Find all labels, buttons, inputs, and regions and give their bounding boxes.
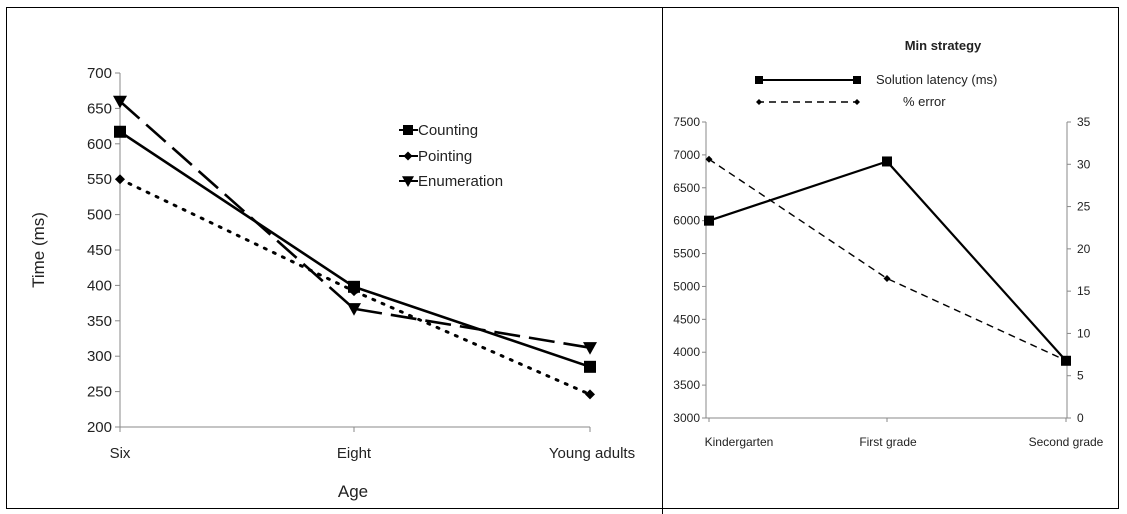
right-y-tick-label: 6500: [673, 181, 700, 195]
left-data-point-counting: [584, 360, 596, 373]
panel-divider: [662, 7, 663, 514]
right-y2-tick-label: 10: [1077, 326, 1091, 340]
right-y2-tick-label: 30: [1077, 157, 1091, 171]
right-y-tick-label: 5000: [673, 279, 700, 293]
right-data-point-error: [1062, 356, 1070, 364]
right-y-tick-label: 4000: [673, 345, 700, 359]
left-y-axis-title: Time (ms): [29, 212, 48, 288]
right-y2-tick-label: 35: [1077, 115, 1091, 129]
left-data-point-pointing: [115, 174, 125, 185]
left-y-tick-label: 200: [87, 419, 112, 436]
left-x-tick-label: Six: [110, 445, 131, 462]
right-x-tick-label: First grade: [859, 435, 917, 449]
right-data-point-latency: [704, 215, 714, 226]
right-y2-tick-label: 15: [1077, 284, 1091, 298]
left-legend-marker: [403, 151, 413, 161]
left-x-axis-title: Age: [338, 482, 368, 501]
left-y-tick-label: 650: [87, 100, 112, 117]
left-legend-label: Pointing: [418, 148, 472, 165]
left-y-tick-label: 550: [87, 171, 112, 188]
right-legend-marker: [854, 99, 860, 105]
right-y-tick-label: 7000: [673, 148, 700, 162]
right-data-point-latency: [882, 156, 892, 167]
right-y-tick-label: 3500: [673, 378, 700, 392]
right-y-tick-label: 3000: [673, 411, 700, 425]
left-data-point-counting: [114, 125, 126, 138]
right-y-tick-label: 5500: [673, 247, 700, 261]
left-y-tick-label: 500: [87, 207, 112, 224]
left-y-tick-label: 250: [87, 384, 112, 401]
right-legend-label: Solution latency (ms): [876, 72, 997, 87]
left-x-tick-label: Eight: [337, 445, 372, 462]
left-series-line-enumeration: [119, 100, 591, 349]
left-y-tick-label: 300: [87, 348, 112, 365]
left-y-tick-label: 400: [87, 277, 112, 294]
left-legend-label: Enumeration: [418, 173, 503, 190]
right-y-tick-label: 7500: [673, 115, 700, 129]
right-y-tick-label: 4500: [673, 312, 700, 326]
left-data-point-enumeration: [113, 95, 127, 109]
right-y2-tick-label: 0: [1077, 411, 1084, 425]
right-y2-tick-label: 25: [1077, 200, 1091, 214]
right-chart-title: Min strategy: [905, 38, 982, 53]
left-legend-marker: [402, 176, 414, 187]
left-legend-label: Counting: [418, 122, 478, 139]
right-y2-tick-label: 20: [1077, 242, 1091, 256]
left-series-line-counting: [119, 130, 591, 369]
right-legend-marker: [853, 76, 861, 84]
left-data-point-enumeration: [583, 342, 597, 355]
right-data-point-error: [705, 155, 713, 163]
left-legend-marker: [403, 125, 413, 135]
left-y-tick-label: 450: [87, 242, 112, 259]
left-y-tick-label: 600: [87, 136, 112, 153]
left-data-point-enumeration: [347, 303, 361, 316]
right-data-point-error: [883, 274, 891, 282]
figure-frame: [6, 7, 1119, 509]
right-y-tick-label: 6000: [673, 214, 700, 228]
right-y2-tick-label: 5: [1077, 369, 1084, 383]
left-data-point-pointing: [349, 286, 359, 297]
right-legend-marker: [756, 99, 762, 105]
left-x-tick-label: Young adults: [549, 445, 635, 462]
left-y-tick-label: 700: [87, 65, 112, 82]
right-series-line-latency: [708, 160, 1067, 362]
right-x-tick-label: Second grade: [1029, 435, 1104, 449]
right-legend-label: % error: [903, 94, 946, 109]
right-x-tick-label: Kindergarten: [705, 435, 774, 449]
left-y-tick-label: 350: [87, 313, 112, 330]
right-series-line-error: [708, 158, 1067, 362]
right-legend-marker: [755, 76, 763, 84]
left-data-point-pointing: [585, 389, 595, 400]
